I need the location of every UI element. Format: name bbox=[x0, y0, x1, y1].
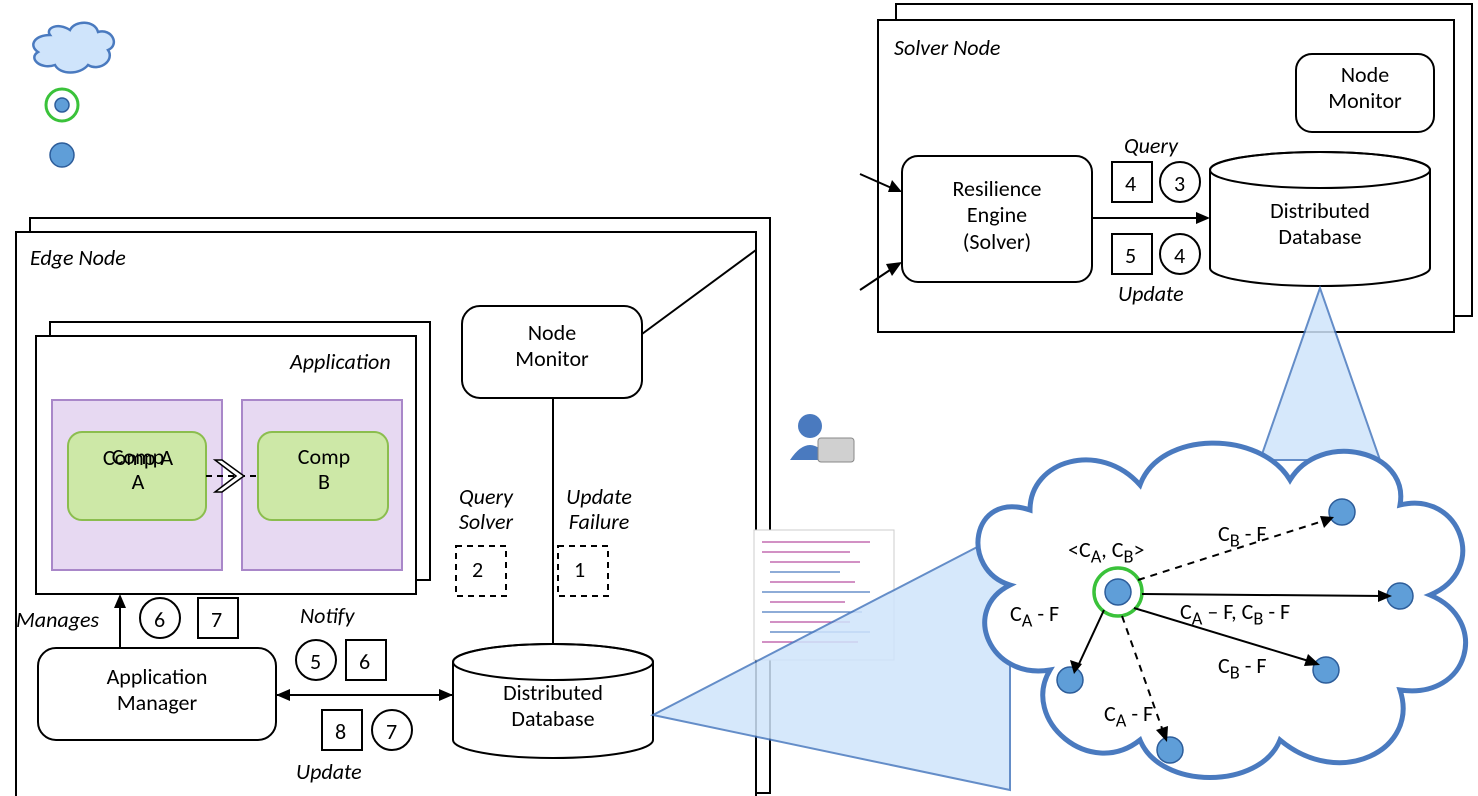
legend-ring-dot-icon bbox=[46, 89, 78, 121]
comp-a-text: CompA bbox=[84, 444, 192, 495]
step-7s-text: 7 bbox=[211, 606, 222, 633]
solver-5s-text: 5 bbox=[1125, 242, 1136, 269]
step-8s-text: 8 bbox=[335, 718, 346, 745]
nm-solver-text: NodeMonitor bbox=[1296, 62, 1434, 115]
manages-label: Manages bbox=[16, 606, 99, 633]
application-title: Application bbox=[290, 348, 391, 375]
legend-cloud-icon bbox=[33, 23, 114, 73]
query-label-solver: Query bbox=[1124, 132, 1178, 159]
update-label-edge: Update bbox=[296, 758, 362, 785]
query-solver-label: QuerySolver bbox=[446, 484, 526, 535]
dist-db-edge-text: DistributedDatabase bbox=[462, 680, 644, 733]
se-label: CB - F bbox=[1218, 652, 1267, 683]
sw-label: CA - F bbox=[1010, 600, 1059, 631]
step-5c-text: 5 bbox=[310, 648, 321, 675]
solver-3c-text: 3 bbox=[1174, 170, 1185, 197]
update-failure-label: UpdateFailure bbox=[554, 484, 644, 535]
nm-edge-text: NodeMonitor bbox=[462, 320, 642, 373]
node-ne bbox=[1329, 499, 1355, 525]
step-7c-text: 7 bbox=[386, 718, 397, 745]
solver-4c-text: 4 bbox=[1174, 242, 1185, 269]
step-1-text: 1 bbox=[574, 556, 585, 583]
app-manager-text: ApplicationManager bbox=[38, 664, 276, 717]
edge-node-title: Edge Node bbox=[30, 244, 126, 271]
solver-4s-top-text: 4 bbox=[1125, 170, 1136, 197]
step-2-text: 2 bbox=[472, 556, 483, 583]
e-label: CA – F, CB - F bbox=[1180, 598, 1290, 629]
notify-label: Notify bbox=[300, 602, 354, 629]
node-se bbox=[1313, 657, 1339, 683]
center-label: <CA, CB> bbox=[1068, 536, 1144, 567]
update-label-solver: Update bbox=[1118, 280, 1184, 307]
step-6s-text: 6 bbox=[359, 648, 370, 675]
dist-db-solver-text: DistributedDatabase bbox=[1222, 198, 1418, 251]
step-6c-text: 6 bbox=[154, 606, 165, 633]
solver-node-title: Solver Node bbox=[894, 34, 1000, 61]
s-label: CA - F bbox=[1104, 700, 1153, 731]
ne-label: CB - F bbox=[1218, 520, 1267, 551]
node-sw bbox=[1057, 667, 1083, 693]
resilience-engine-text: ResilienceEngine(Solver) bbox=[902, 176, 1092, 255]
node-s bbox=[1157, 737, 1183, 763]
user-laptop-icon bbox=[790, 414, 854, 462]
legend-dot-icon bbox=[50, 143, 74, 167]
comp-b-text: CompB bbox=[274, 444, 374, 495]
